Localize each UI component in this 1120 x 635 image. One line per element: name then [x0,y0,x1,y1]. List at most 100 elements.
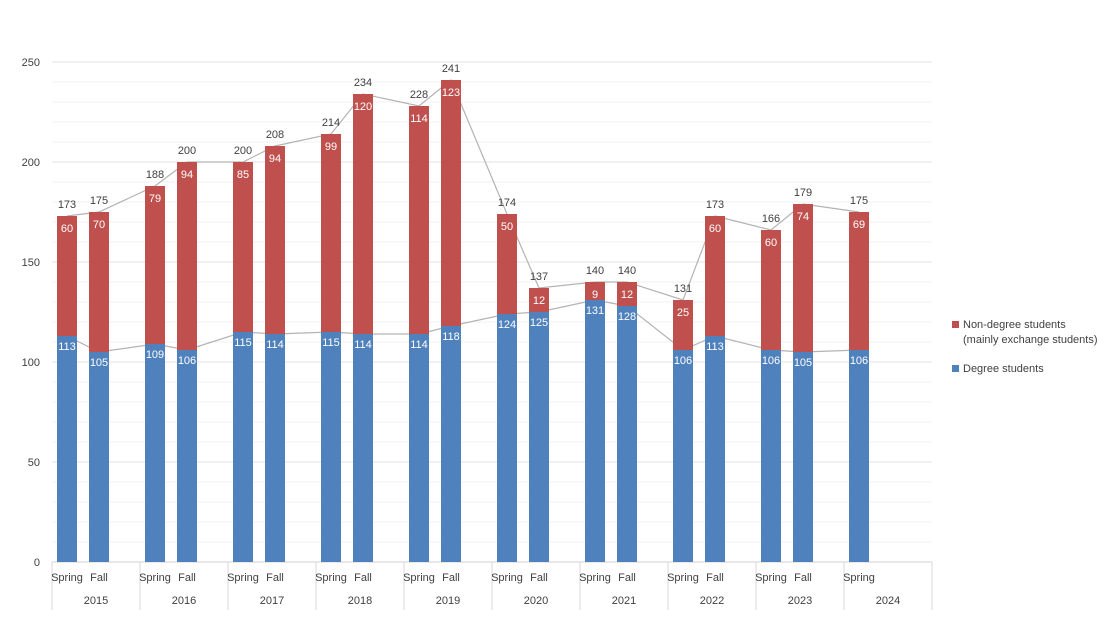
data-label-degree: 124 [498,319,516,331]
bar-nondegree [177,162,197,350]
data-label-nondegree: 60 [709,223,721,235]
bar-nondegree [441,80,461,326]
data-label-degree: 106 [850,355,868,367]
x-group-label: 2016 [172,595,196,607]
bar-nondegree [409,106,429,334]
data-label-nondegree: 70 [93,219,105,231]
bar-degree [617,306,637,562]
bar-nondegree [617,282,637,306]
bar-degree [441,326,461,562]
x-tick-label: Fall [618,572,636,584]
bar-degree [89,352,109,562]
bar-nondegree [529,288,549,312]
data-label-nondegree: 94 [181,169,193,181]
x-tick-label: Spring [315,572,347,584]
x-tick-label: Spring [843,572,875,584]
x-group-label: 2024 [876,595,900,607]
bar-degree [497,314,517,562]
data-label-total: 241 [442,63,460,75]
y-tick-label: 200 [22,157,40,169]
legend-item-nondegree: Non-degree students (mainly exchange stu… [952,318,1098,348]
data-label-total: 200 [178,145,196,157]
x-tick-label: Fall [266,572,284,584]
data-label-nondegree: 12 [621,289,633,301]
data-label-total: 200 [234,145,252,157]
data-label-total: 140 [586,265,604,277]
x-tick-label: Spring [491,572,523,584]
x-tick-label: Spring [139,572,171,584]
x-group-label: 2023 [788,595,812,607]
y-tick-label: 0 [34,557,40,569]
bar-degree [145,344,165,562]
data-label-nondegree: 50 [501,221,513,233]
data-label-total: 228 [410,89,428,101]
data-label-degree: 113 [58,341,76,353]
x-group-label: 2021 [612,595,636,607]
data-label-nondegree: 69 [853,219,865,231]
data-label-nondegree: 25 [677,307,689,319]
data-label-degree: 109 [146,349,164,361]
data-label-total: 174 [498,197,516,209]
legend-label-nondegree: Non-degree students (mainly exchange stu… [963,318,1098,348]
data-label-nondegree: 94 [269,153,281,165]
bar-degree [529,312,549,562]
legend-label-degree: Degree students [963,363,1044,375]
data-label-total: 166 [762,213,780,225]
data-label-nondegree: 114 [410,113,428,125]
bar-nondegree [145,186,165,344]
x-tick-label: Fall [794,572,812,584]
x-tick-label: Fall [354,572,372,584]
x-tick-label: Fall [530,572,548,584]
x-group-label: 2019 [436,595,460,607]
data-label-nondegree: 60 [765,237,777,249]
x-group-label: 2015 [84,595,108,607]
bar-degree [233,332,253,562]
data-label-total: 234 [354,77,372,89]
bar-degree [849,350,869,562]
x-group-label: 2022 [700,595,724,607]
data-label-nondegree: 9 [592,289,598,301]
data-label-total: 173 [58,199,76,211]
y-tick-label: 150 [22,257,40,269]
bar-degree [353,334,373,562]
data-label-total: 137 [530,271,548,283]
bar-degree [761,350,781,562]
bar-nondegree [497,214,517,314]
data-label-degree: 118 [442,331,460,343]
legend-swatch-nondegree [952,321,959,328]
bar-degree [705,336,725,562]
bar-nondegree [353,94,373,334]
data-label-total: 175 [90,195,108,207]
x-tick-label: Spring [227,572,259,584]
x-tick-label: Spring [667,572,699,584]
data-label-degree: 106 [762,355,780,367]
bar-nondegree [793,204,813,352]
bar-degree [321,332,341,562]
x-tick-label: Fall [90,572,108,584]
bar-degree [177,350,197,562]
data-label-nondegree: 12 [533,295,545,307]
bar-nondegree [673,300,693,350]
data-label-nondegree: 74 [797,211,809,223]
x-tick-label: Spring [51,572,83,584]
x-tick-label: Fall [178,572,196,584]
data-label-total: 175 [850,195,868,207]
data-label-nondegree: 60 [61,223,73,235]
legend: Non-degree students (mainly exchange stu… [952,318,1098,391]
data-label-nondegree: 79 [149,193,161,205]
bar-nondegree [233,162,253,332]
bar-nondegree [57,216,77,336]
y-tick-label: 50 [28,457,40,469]
bar-nondegree [761,230,781,350]
bar-degree [57,336,77,562]
x-group-label: 2018 [348,595,372,607]
bar-nondegree [705,216,725,336]
data-label-nondegree: 99 [325,141,337,153]
bar-nondegree [321,134,341,332]
data-label-total: 173 [706,199,724,211]
data-label-degree: 114 [410,339,428,351]
x-tick-label: Fall [706,572,724,584]
legend-swatch-degree [952,365,959,372]
